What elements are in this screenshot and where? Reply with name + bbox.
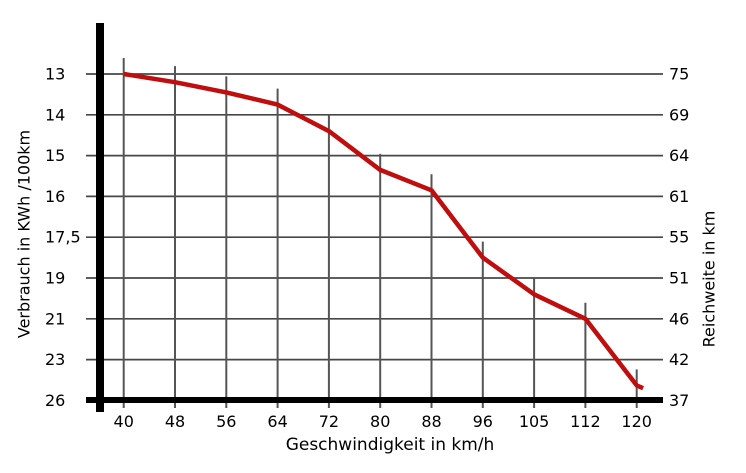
x-tick-label: 105: [519, 412, 550, 431]
y-left-tick-label: 14: [45, 105, 65, 124]
y-left-tick-label: 19: [45, 269, 65, 288]
x-tick-label: 96: [473, 412, 493, 431]
y-right-tick-label: 69: [669, 105, 689, 124]
y-left-tick-label: 13: [45, 65, 65, 84]
y-left-tick-label: 16: [45, 187, 65, 206]
y-left-tick-label: 23: [45, 350, 65, 369]
y-right-tick-label: 64: [669, 146, 689, 165]
x-tick-label: 48: [165, 412, 185, 431]
x-tick-label: 56: [216, 412, 236, 431]
y-right-tick-label: 42: [669, 350, 689, 369]
consumption-curve: [123, 71, 645, 391]
y-left-tick-label: 17,5: [45, 228, 81, 247]
x-tick-label: 88: [421, 412, 441, 431]
y-left-tick-label: 21: [45, 309, 65, 328]
x-tick-label: 112: [570, 412, 601, 431]
y-right-tick-label: 75: [669, 65, 689, 84]
y-right-tick-label: 55: [669, 228, 689, 247]
x-tick-label: 40: [114, 412, 134, 431]
y-right-tick-label: 37: [669, 391, 689, 410]
left-axis-title: Verbrauch in KWh /100km: [14, 129, 34, 339]
x-tick-label: 72: [319, 412, 339, 431]
y-left-tick-label: 15: [45, 146, 65, 165]
x-axis-title: Geschwindigkeit in km/h: [285, 435, 495, 455]
x-tick-label: 64: [267, 412, 287, 431]
y-left-tick-label: 26: [45, 391, 65, 410]
x-tick-label: 80: [370, 412, 390, 431]
x-tick-label: 120: [621, 412, 652, 431]
right-axis-title: Reichweite in km: [699, 210, 719, 348]
y-right-tick-label: 61: [669, 187, 689, 206]
y-right-tick-label: 51: [669, 269, 689, 288]
y-right-tick-label: 46: [669, 309, 689, 328]
